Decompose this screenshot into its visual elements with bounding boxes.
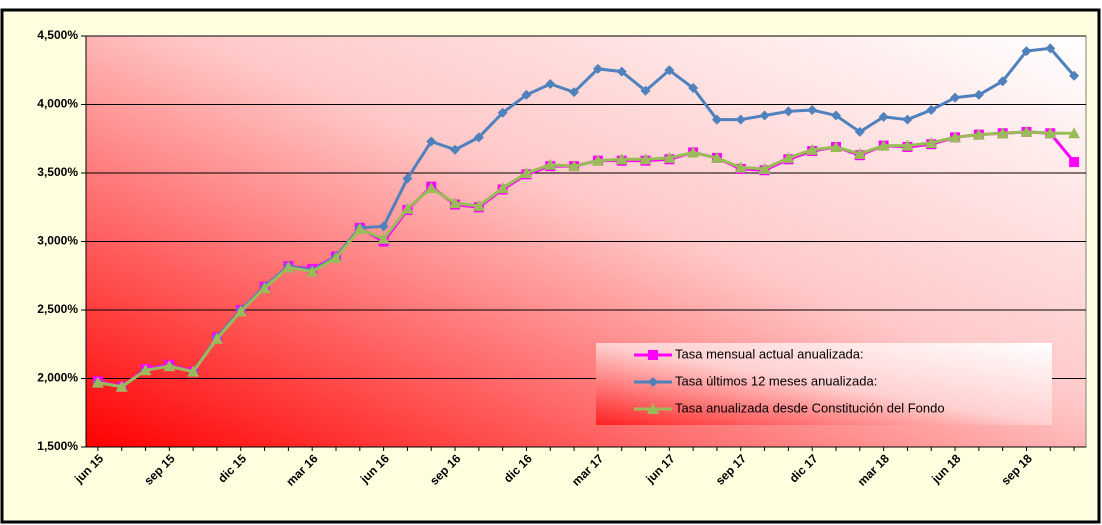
data-point xyxy=(450,144,461,155)
data-point xyxy=(545,78,556,89)
data-point xyxy=(687,146,700,158)
data-point xyxy=(1021,46,1032,57)
data-point xyxy=(877,139,890,151)
data-point xyxy=(187,365,200,377)
data-point xyxy=(639,153,652,165)
data-point xyxy=(472,199,485,211)
data-point xyxy=(1069,70,1080,81)
data-point xyxy=(758,162,771,174)
y-tick-label: 4,500% xyxy=(37,28,78,42)
legend-box xyxy=(596,343,1052,425)
data-point xyxy=(972,128,985,140)
y-tick-label: 1,500% xyxy=(37,439,78,453)
data-point xyxy=(258,282,271,294)
data-point xyxy=(520,167,533,178)
data-point xyxy=(949,131,962,143)
data-point xyxy=(353,223,366,235)
data-point xyxy=(878,111,889,122)
data-point xyxy=(902,114,913,125)
legend-label: Tasa últimos 12 meses anualizada: xyxy=(675,373,877,388)
data-point xyxy=(615,153,628,165)
data-point xyxy=(282,261,295,273)
data-point xyxy=(831,110,841,121)
data-point xyxy=(950,92,961,103)
data-point xyxy=(496,182,509,194)
data-point xyxy=(306,265,319,277)
data-point xyxy=(996,127,1009,139)
data-point xyxy=(426,136,437,147)
data-point xyxy=(664,65,675,76)
data-point xyxy=(210,332,223,344)
data-point xyxy=(473,132,484,143)
data-point xyxy=(616,66,627,77)
data-point xyxy=(711,114,722,125)
y-tick-label: 2,500% xyxy=(37,302,78,316)
data-point xyxy=(647,403,659,414)
data-point xyxy=(402,173,413,184)
data-point xyxy=(926,104,937,115)
data-point xyxy=(592,63,603,74)
data-point xyxy=(854,126,865,137)
data-point xyxy=(115,380,128,392)
data-point xyxy=(544,158,557,170)
legend-label: Tasa mensual actual anualizada: xyxy=(675,346,864,361)
legend-label: Tasa anualizada desde Constitución del F… xyxy=(675,400,945,415)
data-point xyxy=(807,104,818,115)
data-point xyxy=(735,114,746,125)
data-point xyxy=(591,154,604,166)
data-point xyxy=(901,139,914,151)
data-point xyxy=(1020,125,1033,137)
data-point xyxy=(734,161,747,173)
data-point xyxy=(648,377,658,387)
y-tick-label: 4,000% xyxy=(37,97,78,111)
data-point xyxy=(663,151,676,163)
data-point xyxy=(688,83,699,94)
data-point xyxy=(640,85,651,96)
data-point xyxy=(1069,157,1080,168)
data-point xyxy=(163,360,176,372)
y-tick-label: 3,000% xyxy=(37,234,78,248)
data-point xyxy=(830,140,842,152)
data-point xyxy=(569,87,580,98)
data-point xyxy=(710,151,723,163)
data-point xyxy=(449,197,462,209)
data-point xyxy=(568,160,581,172)
data-point xyxy=(1044,127,1057,139)
data-point xyxy=(1068,127,1081,139)
data-point xyxy=(759,110,770,121)
data-point xyxy=(330,251,342,263)
data-point xyxy=(806,143,819,155)
data-point xyxy=(853,147,866,159)
data-point xyxy=(401,202,414,214)
data-point xyxy=(378,221,389,232)
data-point xyxy=(139,364,152,376)
data-point xyxy=(521,89,532,100)
data-point xyxy=(782,151,795,163)
y-tick-label: 3,500% xyxy=(37,165,78,179)
data-point xyxy=(377,232,390,244)
data-point xyxy=(497,107,508,118)
data-point xyxy=(1045,43,1056,54)
data-point xyxy=(234,305,247,317)
data-point xyxy=(783,106,794,117)
data-point xyxy=(91,376,104,388)
data-point xyxy=(648,350,658,360)
data-point xyxy=(425,182,438,194)
data-point xyxy=(997,76,1008,87)
y-tick-label: 2,000% xyxy=(37,371,78,385)
data-point xyxy=(973,89,984,100)
data-point xyxy=(925,136,938,148)
